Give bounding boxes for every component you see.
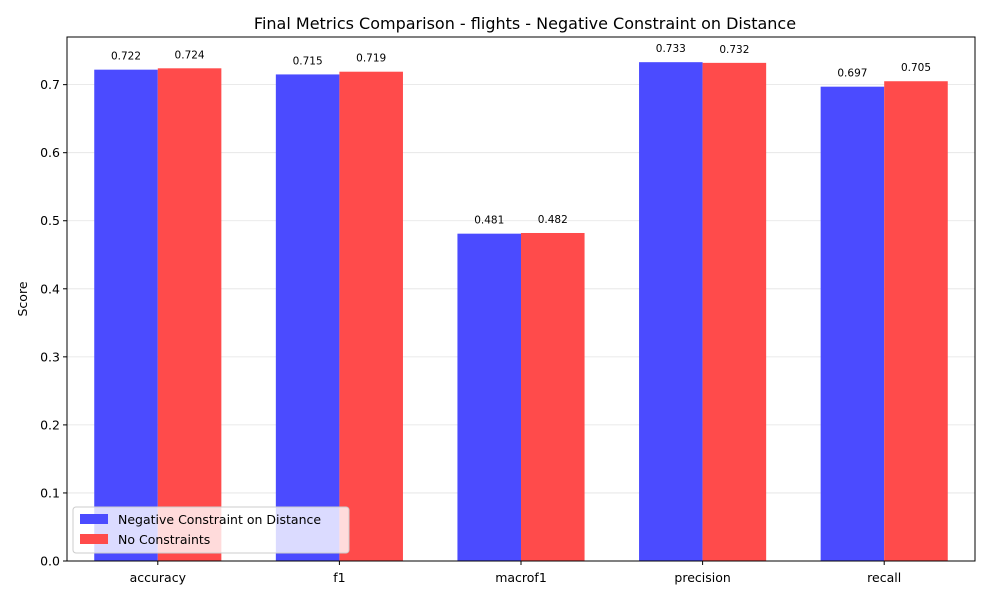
data-label: 0.715 [293, 55, 323, 67]
bar-f1-0 [275, 74, 340, 561]
y-axis: 0.0 0.1 0.2 0.3 0.4 0.5 0.6 0.7 [40, 77, 67, 569]
x-axis: accuracy f1 macrof1 precision recall [130, 561, 901, 585]
bar-accuracy-1 [157, 68, 222, 561]
data-label: 0.722 [111, 51, 141, 63]
bar-precision-1 [702, 62, 767, 561]
bars [94, 62, 948, 562]
y-tick-label: 0.5 [40, 213, 60, 228]
legend-swatch [80, 534, 108, 544]
bar-accuracy-0 [94, 69, 158, 562]
x-tick-label: f1 [333, 570, 345, 585]
legend: Negative Constraint on Distance No Constr… [72, 506, 350, 554]
x-tick-label: accuracy [130, 570, 187, 585]
data-label: 0.705 [901, 62, 931, 74]
bar-recall-0 [820, 86, 885, 562]
data-label: 0.733 [656, 43, 686, 55]
y-tick-label: 0.0 [40, 554, 60, 569]
bar-macrof1-1 [521, 232, 585, 561]
data-label: 0.697 [837, 68, 867, 80]
y-tick-label: 0.6 [40, 145, 60, 160]
legend-entry: No Constraints [118, 532, 210, 547]
bar-precision-0 [639, 62, 703, 561]
data-label: 0.481 [474, 215, 504, 227]
y-tick-label: 0.3 [40, 349, 60, 364]
legend-entry: Negative Constraint on Distance [118, 512, 321, 527]
data-label: 0.732 [719, 44, 749, 56]
legend-box [72, 506, 350, 554]
x-tick-label: recall [867, 570, 901, 585]
y-tick-label: 0.1 [40, 485, 60, 500]
data-labels: 0.722 0.724 0.715 0.719 0.481 0.482 0.733 0.732… [111, 43, 931, 226]
y-axis-label: Score [15, 281, 30, 316]
bar-recall-1 [884, 81, 948, 561]
y-tick-label: 0.7 [40, 77, 60, 92]
data-label: 0.482 [538, 214, 568, 226]
data-label: 0.724 [175, 49, 205, 61]
x-tick-label: precision [674, 570, 730, 585]
data-label: 0.719 [356, 53, 386, 65]
chart-title: Final Metrics Comparison - flights - Neg… [254, 14, 796, 33]
y-tick-label: 0.2 [40, 417, 60, 432]
y-tick-label: 0.4 [40, 281, 60, 296]
bar-f1-1 [339, 71, 403, 562]
x-tick-label: macrof1 [495, 570, 547, 585]
bar-macrof1-0 [457, 233, 521, 561]
legend-swatch [80, 514, 108, 524]
